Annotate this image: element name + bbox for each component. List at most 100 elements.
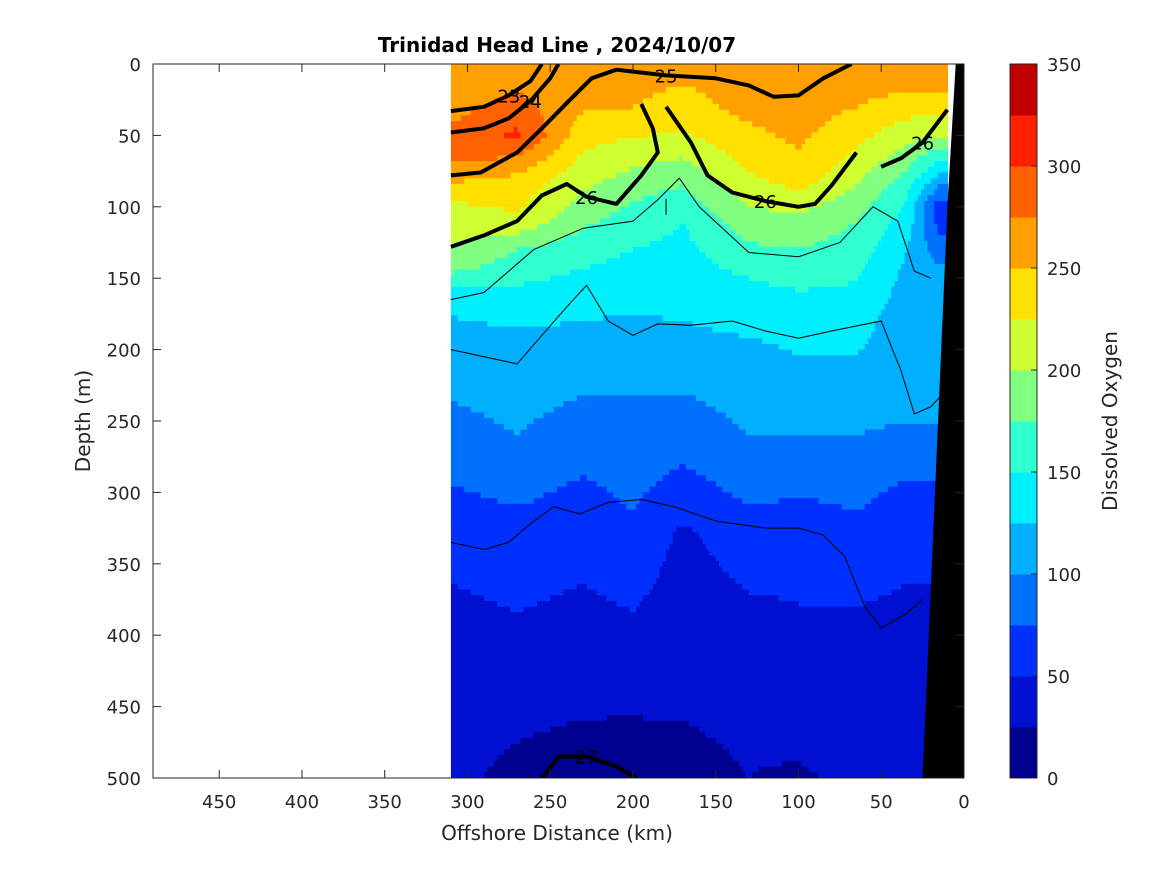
heatmap-cell [450, 366, 455, 374]
heatmap-cell [517, 595, 522, 602]
heatmap-cell [550, 738, 555, 745]
heatmap-cell [497, 566, 502, 573]
heatmap-cell [484, 418, 488, 425]
heatmap-cell [543, 86, 548, 94]
heatmap-cell [553, 201, 558, 208]
heatmap-cell [543, 321, 548, 328]
heatmap-cell [533, 98, 538, 105]
heatmap-cell [510, 349, 515, 356]
heatmap-cell [570, 749, 574, 756]
heatmap-cell [470, 303, 475, 311]
heatmap-cell [520, 538, 525, 545]
heatmap-cell [487, 766, 492, 773]
heatmap-cell [487, 172, 492, 179]
heatmap-cell [527, 361, 531, 368]
heatmap-cell [566, 155, 571, 162]
heatmap-cell [490, 286, 495, 294]
heatmap-cell [576, 366, 581, 374]
heatmap-cell [490, 166, 495, 174]
heatmap-cell [560, 281, 565, 288]
heatmap-cell [580, 132, 584, 139]
heatmap-cell [493, 275, 498, 282]
heatmap-cell [503, 526, 508, 533]
heatmap-cell [533, 275, 538, 282]
heatmap-cell [556, 749, 561, 756]
heatmap-cell [477, 332, 482, 339]
heatmap-cell [573, 355, 578, 362]
heatmap-cell [467, 143, 472, 151]
heatmap-cell [570, 498, 574, 505]
heatmap-cell [474, 509, 478, 516]
heatmap-cell [536, 338, 541, 345]
heatmap-cell [467, 298, 472, 305]
heatmap-cell [497, 429, 502, 436]
heatmap-cell [543, 423, 548, 431]
heatmap-cell [540, 686, 545, 693]
heatmap-cell [507, 709, 512, 716]
heatmap-cell [467, 503, 472, 511]
heatmap-cell [566, 103, 571, 111]
heatmap-cell [450, 361, 455, 368]
heatmap-cell [477, 201, 482, 208]
heatmap-cell [543, 332, 548, 339]
heatmap-cell [457, 469, 462, 476]
heatmap-cell [460, 98, 465, 105]
heatmap-cell [566, 452, 571, 459]
heatmap-cell [493, 372, 498, 379]
heatmap-cell [550, 349, 555, 356]
heatmap-cell [457, 218, 462, 225]
heatmap-cell [536, 258, 541, 265]
heatmap-cell [474, 143, 478, 151]
heatmap-cell [580, 406, 584, 414]
heatmap-cell [556, 440, 561, 448]
heatmap-cell [560, 161, 565, 168]
heatmap-cell [520, 383, 525, 391]
heatmap-cell [484, 515, 488, 522]
heatmap-cell [484, 286, 488, 294]
heatmap-cell [543, 698, 548, 705]
heatmap-cell [573, 663, 578, 671]
heatmap-cell [540, 161, 545, 168]
heatmap-cell [460, 292, 465, 299]
heatmap-cell [477, 241, 482, 248]
heatmap-cell [497, 612, 502, 619]
heatmap-cell [477, 440, 482, 448]
heatmap-cell [464, 618, 469, 625]
heatmap-cell [497, 206, 502, 214]
heatmap-cell [460, 155, 465, 162]
heatmap-cell [464, 435, 469, 442]
heatmap-cell [556, 766, 561, 773]
heatmap-cell [484, 75, 488, 82]
heatmap-cell [474, 578, 478, 585]
heatmap-cell [560, 469, 565, 476]
heatmap-cell [457, 749, 462, 756]
heatmap-cell [520, 395, 525, 402]
heatmap-cell [467, 406, 472, 414]
heatmap-cell [497, 515, 502, 522]
heatmap-cell [460, 343, 465, 351]
heatmap-cell [543, 726, 548, 733]
heatmap-cell [550, 458, 555, 465]
heatmap-cell [546, 332, 551, 339]
heatmap-cell [487, 69, 492, 77]
heatmap-cell [484, 669, 488, 676]
heatmap-cell [493, 252, 498, 259]
heatmap-cell [553, 640, 558, 648]
heatmap-cell [450, 743, 455, 751]
heatmap-cell [510, 646, 515, 653]
heatmap-cell [500, 286, 505, 294]
heatmap-cell [580, 515, 584, 522]
heatmap-cell [546, 372, 551, 379]
heatmap-cell [474, 389, 478, 396]
heatmap-cell [510, 629, 515, 636]
heatmap-cell [467, 315, 472, 322]
heatmap-cell [573, 612, 578, 619]
heatmap-cell [464, 515, 469, 522]
heatmap-cell [520, 760, 525, 768]
heatmap-cell [457, 223, 462, 231]
heatmap-cell [550, 532, 555, 539]
heatmap-cell [467, 206, 472, 214]
heatmap-cell [556, 292, 561, 299]
heatmap-cell [563, 109, 568, 117]
heatmap-cell [460, 686, 465, 693]
